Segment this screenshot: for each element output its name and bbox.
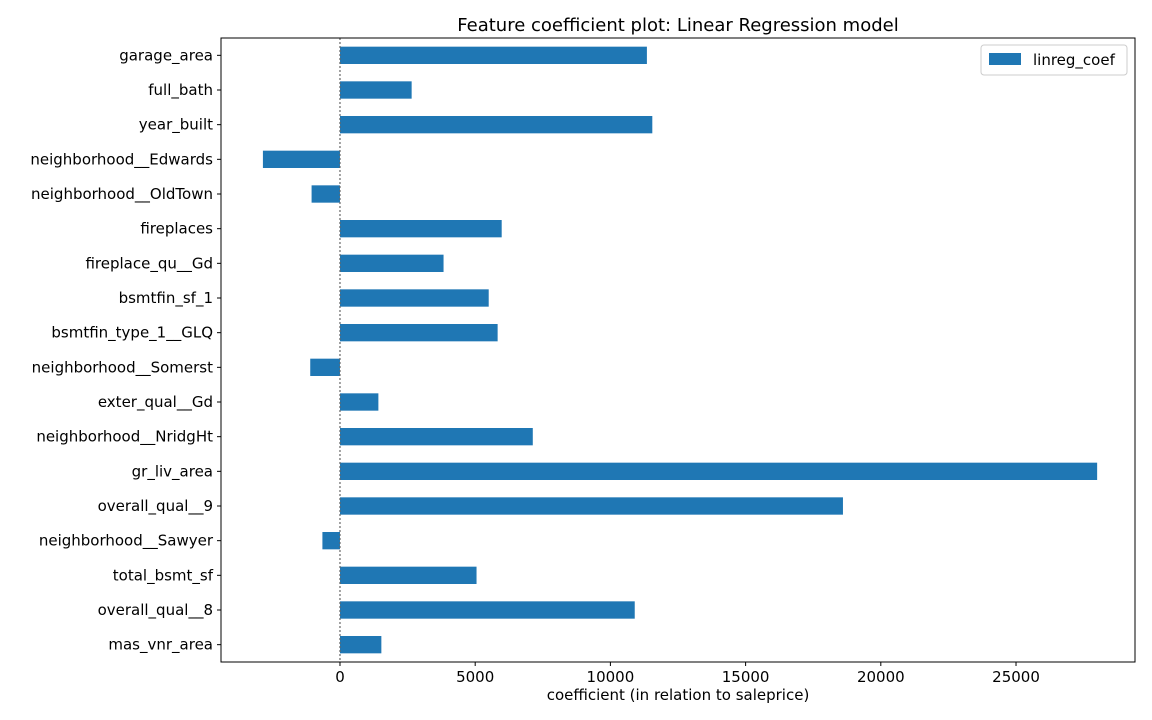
y-tick-label: year_built <box>139 116 213 135</box>
x-tick-label: 10000 <box>587 668 635 686</box>
bar-bsmtfin-type-1-GLQ <box>339 324 498 342</box>
bars-group <box>262 46 1098 654</box>
bar-total-bsmt-sf <box>339 566 477 584</box>
y-tick-label: full_bath <box>148 81 213 100</box>
y-tick-label: garage_area <box>119 46 213 65</box>
legend-label: linreg_coef <box>1033 51 1116 70</box>
plot-frame <box>220 37 1136 663</box>
y-tick-label: overall_qual__9 <box>98 497 213 516</box>
bar-fireplace-qu-Gd <box>339 254 444 272</box>
x-tick-label: 25000 <box>992 668 1040 686</box>
bar-garage-area <box>339 46 647 64</box>
x-tick-label: 20000 <box>857 668 905 686</box>
bar-neighborhood-NridgHt <box>339 428 533 446</box>
bar-bsmtfin-sf-1 <box>339 289 489 307</box>
x-axis-label: coefficient (in relation to saleprice) <box>547 686 810 704</box>
y-tick-label: neighborhood__Edwards <box>30 150 213 169</box>
bar-fireplaces <box>339 220 502 238</box>
y-tick-label: neighborhood__NridgHt <box>36 428 213 447</box>
chart-title: Feature coefficient plot: Linear Regress… <box>457 15 898 36</box>
bar-year-built <box>339 116 653 134</box>
y-tick-label: bsmtfin_sf_1 <box>119 289 213 308</box>
y-tick-label: overall_qual__8 <box>98 601 213 620</box>
y-tick-label: fireplaces <box>140 220 213 238</box>
y-tick-label: exter_qual__Gd <box>98 393 213 412</box>
y-tick-label: fireplace_qu__Gd <box>85 254 213 273</box>
y-tick-labels: garage_area full_bath year_built neighborho… <box>30 46 221 655</box>
y-tick-label: neighborhood__Somerst <box>32 358 213 377</box>
legend-swatch <box>989 53 1021 65</box>
x-tick-label: 0 <box>335 668 345 686</box>
y-tick-label: neighborhood__Sawyer <box>39 532 214 551</box>
y-tick-label: neighborhood__OldTown <box>31 185 213 204</box>
legend: linreg_coef <box>980 44 1128 76</box>
bar-neighborhood-Sawyer <box>322 532 340 550</box>
bar-mas-vnr-area <box>339 636 382 654</box>
bar-neighborhood-Edwards <box>262 150 340 168</box>
bar-neighborhood-OldTown <box>311 185 340 203</box>
bar-exter-qual-Gd <box>339 393 379 411</box>
bar-gr-liv-area <box>339 462 1098 480</box>
x-tick-label: 15000 <box>722 668 770 686</box>
bar-full-bath <box>339 81 412 99</box>
y-tick-label: mas_vnr_area <box>108 636 213 655</box>
x-tick-label: 5000 <box>456 668 494 686</box>
bar-overall-qual-8 <box>339 601 635 619</box>
y-tick-label: total_bsmt_sf <box>113 566 214 585</box>
y-tick-label: bsmtfin_type_1__GLQ <box>51 324 213 343</box>
bar-neighborhood-Somerst <box>310 358 340 376</box>
y-tick-label: gr_liv_area <box>132 462 213 481</box>
legend-box <box>980 44 1128 76</box>
bar-overall-qual-9 <box>339 497 843 515</box>
x-tick-labels: 0 5000 10000 15000 20000 25000 <box>335 662 1040 686</box>
